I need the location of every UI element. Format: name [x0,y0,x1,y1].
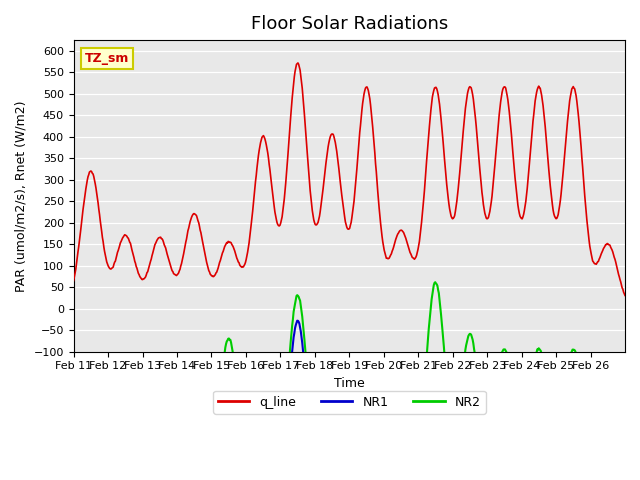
NR2 [236,410,244,416]
NR2 [263,453,271,458]
Title: Floor Solar Radiations: Floor Solar Radiations [251,15,448,33]
NR2 [431,279,439,285]
NR1 [438,433,445,439]
q_line [407,251,415,257]
NR2 [406,468,414,474]
q_line [134,270,142,276]
Y-axis label: PAR (umol/m2/s), Rnet (W/m2): PAR (umol/m2/s), Rnet (W/m2) [15,100,28,291]
NR2 [438,319,445,324]
Line: NR2: NR2 [74,282,625,480]
q_line [263,146,271,152]
q_line [294,60,302,66]
NR1 [284,398,292,404]
q_line [284,153,292,158]
q_line [70,277,77,283]
NR2 [70,474,77,480]
NR2 [284,374,292,380]
Line: q_line: q_line [74,63,625,295]
Text: TZ_sm: TZ_sm [84,52,129,65]
q_line [236,262,244,268]
q_line [621,292,629,298]
NR2 [134,473,142,479]
NR1 [263,450,271,456]
Legend: q_line, NR1, NR2: q_line, NR1, NR2 [213,391,486,414]
q_line [438,123,445,129]
X-axis label: Time: Time [334,377,365,390]
NR1 [293,318,301,324]
Line: NR1: NR1 [74,321,625,480]
